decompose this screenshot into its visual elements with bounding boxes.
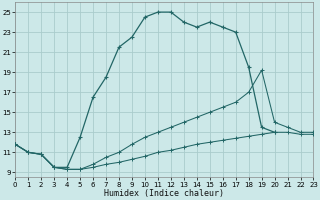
- X-axis label: Humidex (Indice chaleur): Humidex (Indice chaleur): [104, 189, 224, 198]
